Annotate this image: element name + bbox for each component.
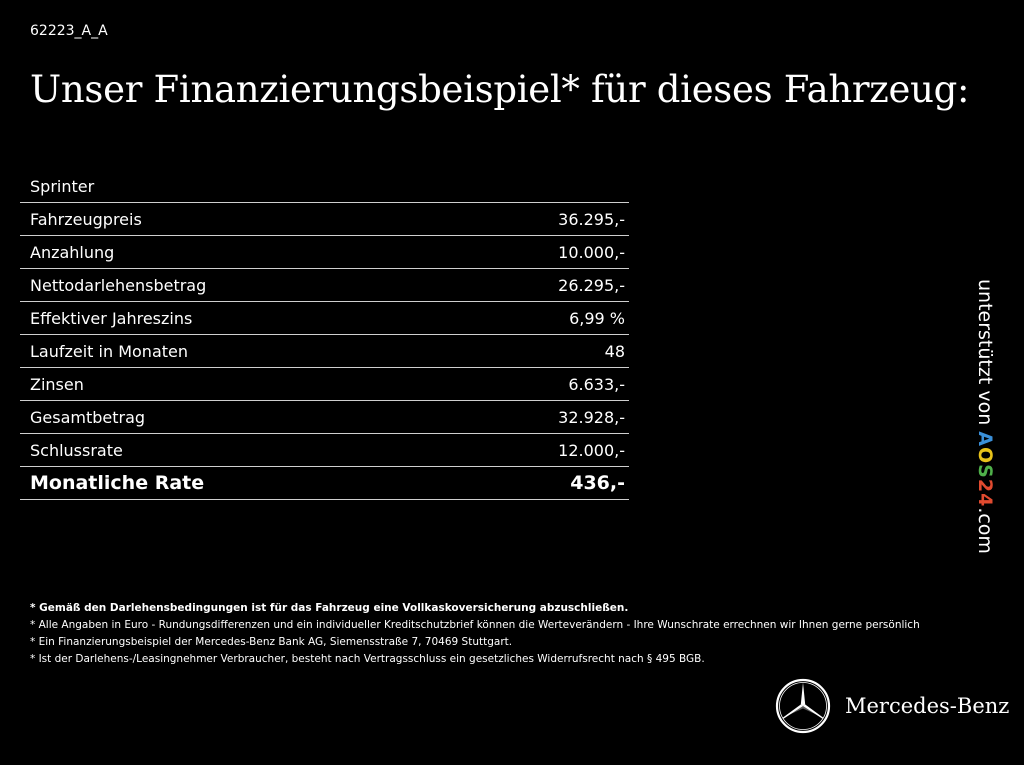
- brand-logo: Mercedes-Benz: [775, 678, 1009, 734]
- row-label: Effektiver Jahreszins: [30, 308, 193, 328]
- row-value: 12.000,-: [558, 440, 625, 460]
- table-row: Fahrzeugpreis 36.295,-: [20, 203, 629, 236]
- row-label: Zinsen: [30, 374, 84, 394]
- footnote: * Gemäß den Darlehensbedingungen ist für…: [30, 602, 629, 614]
- model-name: Sprinter: [30, 176, 95, 196]
- row-label: Anzahlung: [30, 242, 115, 262]
- logo-part-24: 24: [974, 478, 996, 508]
- row-label: Gesamtbetrag: [30, 407, 146, 427]
- row-label: Fahrzeugpreis: [30, 209, 142, 229]
- row-value: 48: [604, 341, 625, 361]
- logo-part-a: A: [974, 431, 996, 448]
- supported-by-text: unterstützt von: [974, 279, 996, 432]
- supported-by-domain: .com: [974, 507, 996, 554]
- monthly-rate-row: Monatliche Rate 436,-: [20, 467, 629, 500]
- footnote: * Alle Angaben in Euro - Rundungsdiffere…: [30, 619, 920, 631]
- row-label: Nettodarlehensbetrag: [30, 275, 207, 295]
- row-value: 36.295,-: [558, 209, 625, 229]
- logo-part-s: S: [974, 464, 996, 479]
- aos24-logo: AOS24: [974, 431, 996, 507]
- supported-by-banner: unterstützt von AOS24.com: [974, 279, 996, 554]
- table-row: Gesamtbetrag 32.928,-: [20, 401, 629, 434]
- table-row: Nettodarlehensbetrag 26.295,-: [20, 269, 629, 302]
- monthly-rate-value: 436,-: [570, 472, 625, 494]
- financing-table: Sprinter Fahrzeugpreis 36.295,- Anzahlun…: [20, 170, 629, 500]
- row-value: 32.928,-: [558, 407, 625, 427]
- row-value: 6,99 %: [569, 308, 625, 328]
- footnote: * Ein Finanzierungsbeispiel der Mercedes…: [30, 636, 513, 648]
- row-value: 26.295,-: [558, 275, 625, 295]
- table-row: Laufzeit in Monaten 48: [20, 335, 629, 368]
- brand-name: Mercedes-Benz: [845, 694, 1010, 718]
- monthly-rate-label: Monatliche Rate: [30, 472, 205, 494]
- logo-part-o: O: [974, 447, 996, 465]
- reference-code: 62223_A_A: [30, 23, 108, 39]
- row-label: Schlussrate: [30, 440, 123, 460]
- model-row: Sprinter: [20, 170, 629, 203]
- mercedes-star-icon: [775, 678, 831, 734]
- row-value: 6.633,-: [568, 374, 625, 394]
- page-title: Unser Finanzierungsbeispiel* für dieses …: [30, 68, 970, 111]
- table-row: Effektiver Jahreszins 6,99 %: [20, 302, 629, 335]
- table-row: Anzahlung 10.000,-: [20, 236, 629, 269]
- footnotes: * Gemäß den Darlehensbedingungen ist für…: [30, 602, 920, 670]
- footnote: * Ist der Darlehens-/Leasingnehmer Verbr…: [30, 653, 705, 665]
- row-value: 10.000,-: [558, 242, 625, 262]
- table-row: Schlussrate 12.000,-: [20, 434, 629, 467]
- table-row: Zinsen 6.633,-: [20, 368, 629, 401]
- row-label: Laufzeit in Monaten: [30, 341, 189, 361]
